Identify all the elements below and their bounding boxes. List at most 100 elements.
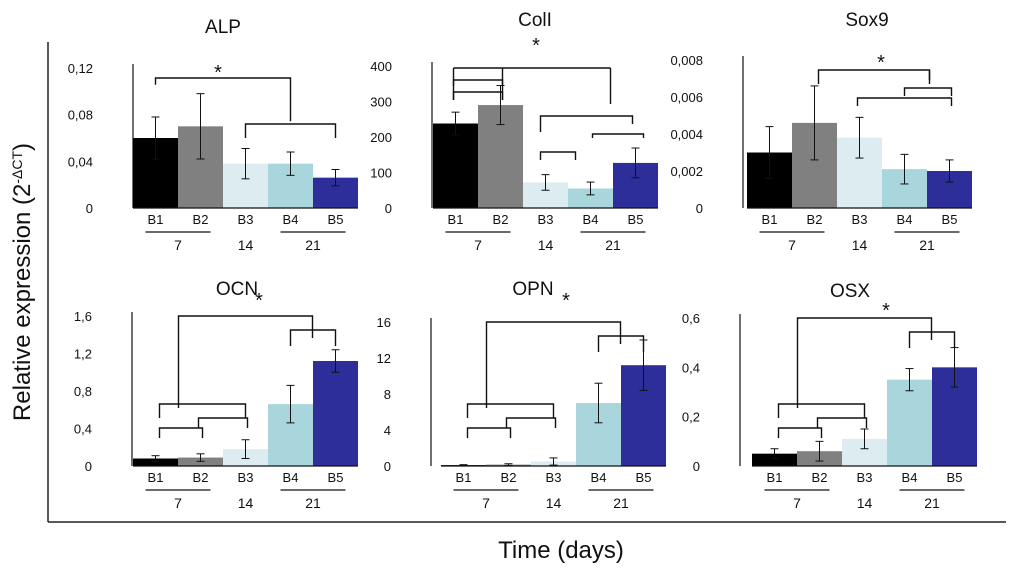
significance-bracket — [908, 331, 956, 348]
significance-star: * — [214, 62, 222, 84]
panel-title: ALP — [205, 17, 241, 38]
panel-title: OPN — [512, 279, 553, 300]
group-label: 14 — [546, 495, 562, 511]
group-label: 14 — [238, 237, 254, 253]
significance-bracket — [796, 317, 933, 408]
y-tick-label: 400 — [370, 59, 392, 74]
group-label: 21 — [924, 495, 940, 511]
bar-b1 — [133, 458, 178, 466]
category-label: B5 — [947, 470, 963, 485]
y-tick-label: 100 — [370, 166, 392, 181]
y-tick-label: 0 — [86, 201, 93, 216]
figure-y-label-close: ) — [9, 143, 36, 151]
significance-star: * — [562, 290, 570, 312]
bar-b5 — [313, 361, 358, 466]
category-label: B2 — [812, 470, 828, 485]
significance-star: * — [255, 290, 263, 312]
group-label: 7 — [174, 237, 182, 253]
category-label: B1 — [148, 470, 164, 485]
group-label: 21 — [605, 237, 621, 253]
significance-bracket — [903, 87, 953, 96]
y-tick-label: 0,002 — [670, 164, 703, 179]
category-label: B4 — [583, 212, 599, 227]
significance-bracket — [856, 97, 953, 106]
category-label: B4 — [283, 470, 299, 485]
group-label: 21 — [305, 495, 321, 511]
panel-osx: OSX 0 0,2 0,4 0,6 B1 B2 B3 B4 B5 7 14 21 * — [682, 281, 977, 511]
panel-sox9: Sox9 0 0,002 0,004 0,006 0,008 B1 B2 B3 B4 B5 7 14 21… — [670, 10, 972, 253]
y-tick-label: 4 — [384, 423, 391, 438]
y-tick-label: 0 — [85, 459, 92, 474]
y-tick-label: 16 — [377, 315, 391, 330]
significance-bracket — [289, 329, 337, 346]
group-label: 21 — [305, 237, 321, 253]
group-label: 7 — [793, 495, 801, 511]
category-label: B1 — [456, 470, 472, 485]
category-label: B2 — [501, 470, 517, 485]
y-tick-label: 200 — [370, 130, 392, 145]
group-label: 7 — [474, 237, 482, 253]
category-label: B5 — [942, 212, 958, 227]
significance-bracket — [177, 315, 314, 408]
category-label: B5 — [328, 470, 344, 485]
category-label: B2 — [193, 470, 209, 485]
panel-alp: ALP 0 0,04 0,08 0,12 B1 B2 B3 B4 B5 7 14 21 * — [68, 17, 358, 253]
significance-bracket — [777, 427, 823, 438]
category-label: B4 — [902, 470, 918, 485]
y-tick-label: 0 — [696, 201, 703, 216]
group-label: 7 — [174, 495, 182, 511]
y-tick-label: 0,4 — [74, 422, 92, 437]
y-tick-label: 0,04 — [68, 154, 93, 169]
category-label: B3 — [852, 212, 868, 227]
y-tick-label: 0,6 — [682, 311, 700, 326]
category-label: B1 — [448, 212, 464, 227]
y-tick-label: 1,6 — [74, 309, 92, 324]
y-tick-label: 0,08 — [68, 108, 93, 123]
significance-bracket — [158, 427, 204, 438]
significance-bracket — [505, 417, 557, 428]
group-label: 14 — [857, 495, 873, 511]
panel-title: OCN — [216, 279, 258, 300]
category-label: B3 — [546, 470, 562, 485]
y-tick-label: 0,004 — [670, 127, 703, 142]
significance-bracket — [466, 427, 512, 438]
category-label: B4 — [283, 212, 299, 227]
significance-bracket — [539, 115, 634, 132]
figure-y-label: Relative expression (2-ΔCT) — [9, 143, 36, 421]
significance-bracket — [597, 335, 645, 352]
significance-bracket — [452, 91, 504, 100]
significance-bracket — [158, 403, 247, 418]
panel-opn: OPN 0 4 8 12 16 B1 B2 B3 B4 B5 7 14 21 * — [377, 279, 666, 511]
bar-b4 — [568, 188, 613, 208]
panel-title: OSX — [830, 281, 870, 302]
significance-bracket — [777, 403, 866, 418]
category-label: B3 — [238, 470, 254, 485]
category-label: B5 — [628, 212, 644, 227]
category-label: B2 — [807, 212, 823, 227]
significance-bracket — [485, 321, 622, 408]
category-label: B1 — [148, 212, 164, 227]
y-tick-label: 0,006 — [670, 90, 703, 105]
significance-bracket — [244, 123, 337, 138]
group-label: 21 — [919, 237, 935, 253]
group-label: 7 — [482, 495, 490, 511]
y-tick-label: 0,4 — [682, 360, 700, 375]
y-tick-label: 0,12 — [68, 61, 93, 76]
bar-b1 — [433, 123, 478, 208]
significance-bracket — [817, 69, 931, 84]
significance-star: * — [877, 52, 885, 74]
y-tick-label: 0 — [693, 459, 700, 474]
significance-star: * — [532, 35, 540, 57]
y-tick-label: 0 — [384, 459, 391, 474]
category-label: B3 — [238, 212, 254, 227]
significance-star: * — [882, 300, 890, 322]
y-tick-label: 0,8 — [74, 384, 92, 399]
panel-title: Sox9 — [845, 10, 888, 31]
panel-title: ColI — [518, 10, 552, 31]
significance-bracket — [591, 133, 645, 138]
y-tick-label: 12 — [377, 351, 391, 366]
y-tick-label: 1,2 — [74, 347, 92, 362]
group-label: 14 — [538, 237, 554, 253]
category-label: B4 — [897, 212, 913, 227]
